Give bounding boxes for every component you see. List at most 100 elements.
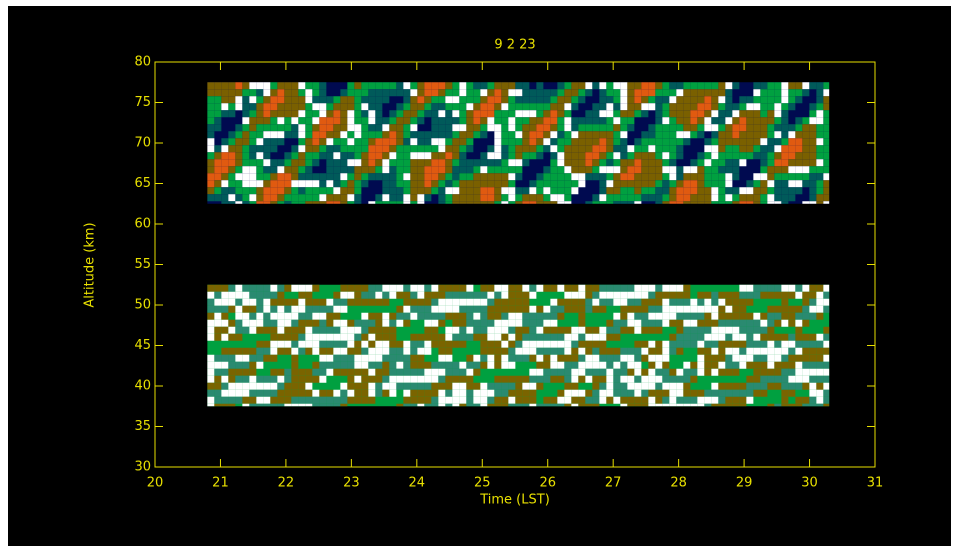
contour-cell	[452, 145, 459, 152]
contour-cell	[389, 117, 396, 124]
contour-cell	[634, 187, 641, 194]
contour-cell	[606, 397, 613, 404]
contour-cell	[788, 103, 795, 110]
contour-cell	[711, 341, 718, 348]
contour-cell	[606, 320, 613, 327]
contour-cell	[536, 131, 543, 138]
contour-cell	[277, 166, 284, 173]
contour-cell	[466, 327, 473, 334]
contour-cell	[641, 187, 648, 194]
contour-cell	[529, 110, 536, 117]
contour-cell	[641, 369, 648, 376]
contour-cell	[277, 194, 284, 201]
contour-cell	[410, 166, 417, 173]
contour-cell	[683, 173, 690, 180]
contour-cell	[501, 397, 508, 404]
contour-cell	[802, 306, 809, 313]
contour-cell	[536, 348, 543, 355]
contour-cell	[382, 299, 389, 306]
contour-cell	[242, 397, 249, 404]
contour-cell	[375, 313, 382, 320]
contour-cell	[739, 383, 746, 390]
contour-cell	[641, 166, 648, 173]
contour-cell	[676, 187, 683, 194]
contour-cell	[648, 194, 655, 201]
contour-cell	[564, 152, 571, 159]
contour-cell	[718, 299, 725, 306]
contour-cell	[718, 383, 725, 390]
contour-cell	[606, 348, 613, 355]
contour-cell	[781, 376, 788, 383]
contour-cell	[298, 131, 305, 138]
contour-cell	[648, 320, 655, 327]
contour-cell	[634, 390, 641, 397]
contour-cell	[452, 327, 459, 334]
contour-cell	[781, 117, 788, 124]
contour-cell	[788, 334, 795, 341]
contour-cell	[795, 173, 802, 180]
contour-cell	[627, 110, 634, 117]
contour-cell	[613, 390, 620, 397]
contour-cell	[662, 194, 669, 201]
contour-cell	[305, 180, 312, 187]
contour-cell	[592, 201, 599, 204]
contour-cell	[816, 376, 823, 383]
contour-cell	[550, 117, 557, 124]
contour-cell	[816, 110, 823, 117]
contour-cell	[459, 124, 466, 131]
contour-cell	[396, 89, 403, 96]
contour-cell	[753, 313, 760, 320]
contour-cell	[683, 341, 690, 348]
contour-cell	[669, 404, 676, 407]
contour-cell	[676, 145, 683, 152]
contour-cell	[655, 369, 662, 376]
contour-cell	[473, 82, 480, 89]
contour-cell	[718, 103, 725, 110]
contour-cell	[368, 292, 375, 299]
contour-cell	[305, 110, 312, 117]
contour-cell	[823, 292, 829, 299]
contour-cell	[312, 187, 319, 194]
contour-cell	[655, 362, 662, 369]
contour-cell	[228, 348, 235, 355]
contour-cell	[326, 194, 333, 201]
contour-cell	[627, 397, 634, 404]
contour-cell	[305, 145, 312, 152]
contour-cell	[781, 306, 788, 313]
contour-cell	[501, 285, 508, 292]
contour-cell	[207, 96, 214, 103]
contour-cell	[221, 390, 228, 397]
contour-cell	[333, 362, 340, 369]
contour-cell	[690, 397, 697, 404]
contour-cell	[816, 194, 823, 201]
contour-cell	[438, 180, 445, 187]
contour-cell	[214, 320, 221, 327]
contour-cell	[578, 159, 585, 166]
contour-cell	[676, 82, 683, 89]
contour-cell	[753, 89, 760, 96]
contour-cell	[529, 124, 536, 131]
contour-cell	[459, 110, 466, 117]
contour-cell	[767, 82, 774, 89]
contour-cell	[613, 362, 620, 369]
contour-cell	[459, 299, 466, 306]
contour-cell	[781, 299, 788, 306]
contour-cell	[627, 383, 634, 390]
contour-cell	[508, 313, 515, 320]
contour-cell	[515, 89, 522, 96]
contour-cell	[459, 383, 466, 390]
contour-cell	[564, 306, 571, 313]
contour-cell	[263, 383, 270, 390]
contour-cell	[515, 131, 522, 138]
contour-cell	[473, 362, 480, 369]
contour-cell	[760, 131, 767, 138]
contour-cell	[557, 180, 564, 187]
contour-cell	[501, 313, 508, 320]
contour-cell	[564, 89, 571, 96]
contour-cell	[508, 201, 515, 204]
contour-cell	[788, 348, 795, 355]
contour-cell	[578, 313, 585, 320]
contour-cell	[711, 299, 718, 306]
contour-cell	[431, 292, 438, 299]
contour-cell	[515, 334, 522, 341]
